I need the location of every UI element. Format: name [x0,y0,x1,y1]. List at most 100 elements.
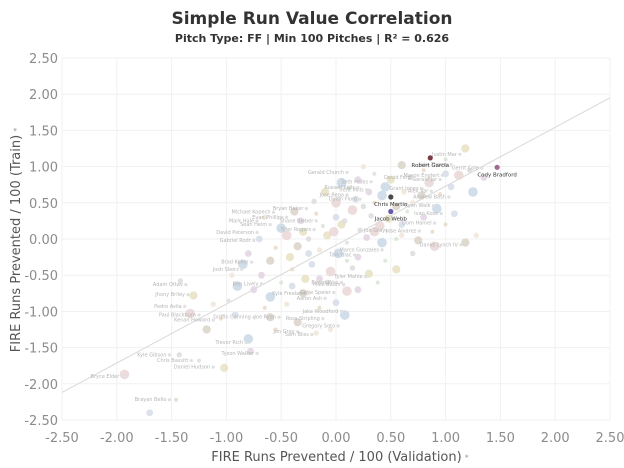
data-point [397,161,406,170]
labeled-point [120,374,124,379]
labeled-point [252,315,256,319]
data-point [377,190,387,201]
data-point [308,260,316,268]
labeled-point [459,243,463,247]
labeled-point [211,318,215,322]
y-tick-label: 2.50 [29,52,58,67]
data-point [443,157,448,162]
labeled-point [285,215,289,219]
data-point [173,397,178,402]
data-point [273,327,278,332]
data-point [410,200,416,206]
trend-line [61,97,611,393]
point-label: Tyler Rogers [280,227,312,233]
labeled-point [365,188,369,192]
x-tick-label: -2.50 [45,431,79,446]
highlighted-point-label: Jacob Webb [374,216,408,222]
point-label: Chris Bassitt [157,358,188,364]
point-label: Bryan Woo [311,280,338,286]
data-point [342,218,348,224]
x-axis-label: FIRE Runs Prevented / 100 (Validation) ⁎ [211,450,468,465]
point-label: Grant Jones [389,186,418,192]
x-axis-title: FIRE Runs Prevented / 100 (Validation) ⁎ [211,450,468,465]
data-point [247,347,254,355]
labeled-point [345,193,349,197]
labeled-point [312,227,316,232]
highlighted-point-label: Robert Garcia [411,163,449,169]
y-axis-title: FIRE Runs Prevented / 100 (Train)⁎ [9,128,24,352]
point-label: Ryan Walk [405,203,431,209]
point-label: Gregory Soto [302,323,335,329]
point-label: Gabriel Rodr [220,238,252,244]
labeled-point [358,197,362,201]
point-label: Ivan Kose [414,211,438,217]
labeled-point [353,253,357,257]
point-label: Kyle Gibson [137,352,166,358]
data-point [461,144,470,153]
y-tick-label: -2.50 [24,414,58,429]
point-label: Alex Var [408,189,429,195]
labeled-point [439,212,443,216]
point-label: David Ferg [384,175,411,181]
labeled-point [389,228,393,232]
labeled-point [307,291,311,295]
data-point [317,305,322,310]
point-label: Ben Lively [233,281,259,287]
labeled-point [438,178,442,182]
data-points [119,144,488,417]
data-point [399,232,405,239]
labeled-point [211,365,215,369]
x-tick-label: 0.50 [376,431,405,446]
data-point [360,163,367,170]
point-label: Ross Stripling [286,316,320,322]
data-point [238,259,248,270]
labeled-point [431,204,436,208]
data-point [336,177,347,188]
x-tick-label: 0.00 [322,431,351,446]
data-point [299,289,308,298]
labeled-point [380,248,384,252]
data-point [377,237,387,248]
labeled-point [197,313,201,317]
data-point [383,258,388,263]
data-point [325,266,336,277]
x-tick-label: 1.00 [431,431,460,446]
data-point [410,250,416,257]
point-label: Daniel Hudson [174,365,210,371]
labeled-point [356,185,360,190]
data-point [467,167,473,173]
x-axis-marker: ⁎ [465,451,469,460]
data-point [299,227,308,236]
y-axis-marker: ⁎ [10,128,19,132]
point-label: Gerrit Cole [452,166,479,172]
point-label: Tyson Walker [220,351,255,357]
data-point [398,221,406,228]
x-tick-label: 2.50 [596,431,624,446]
data-point [347,205,358,215]
labeled-point [449,162,453,167]
data-point [210,301,216,307]
x-tick-label: -1.00 [210,431,244,446]
data-point [288,282,296,290]
point-label: Griffin Canning [213,315,251,321]
labeled-point [419,186,424,190]
data-point [218,316,223,321]
data-point [332,213,340,221]
labeled-point [332,290,336,295]
data-point [197,358,201,363]
data-point [430,229,435,234]
point-label: Adam Ottav [153,282,183,288]
labeled-point [342,283,346,287]
data-point [276,223,287,233]
point-label: Dom Hamel [402,221,432,227]
labeled-point [271,210,276,214]
data-point [313,330,319,336]
data-point [360,203,367,210]
data-point [354,176,362,184]
data-point [342,286,352,296]
x-tick-label: -1.50 [155,431,189,446]
y-tick-label: 2.00 [29,88,58,103]
data-point [244,250,252,257]
highlighted-point [427,155,433,161]
